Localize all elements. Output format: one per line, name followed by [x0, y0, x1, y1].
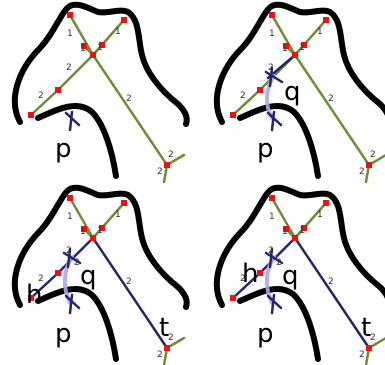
- point-label-p: p: [55, 319, 72, 349]
- edge-label: 1: [97, 226, 103, 236]
- edge-label: 2: [157, 167, 163, 177]
- panel-top-right: 1 1 1 1 2 2 2 2 2 p q: [217, 5, 385, 184]
- path-segment: [293, 236, 371, 350]
- edge-label: 1: [67, 29, 73, 39]
- edge-labels: 1 1 1 1 2 2 2 2 2: [38, 27, 174, 177]
- edge-labels: 1 1 1 1 2 2 2 2 2 2: [240, 210, 376, 360]
- probe-marker: [266, 110, 283, 132]
- edge-labels: 1 1 1 1 2 2 2 2 2 2: [38, 210, 174, 360]
- edge-label: 1: [67, 212, 73, 222]
- point-label-h: h: [26, 280, 42, 310]
- edge-label: 2: [359, 350, 365, 360]
- edge-label: 2: [370, 150, 376, 160]
- probe-marker: [264, 66, 284, 88]
- edge-label: 1: [269, 212, 275, 222]
- edge-label: 1: [299, 43, 305, 53]
- edge-label: 2: [240, 274, 246, 284]
- edge-label: 1: [317, 27, 323, 37]
- point-label-p: p: [257, 134, 274, 164]
- edge-label: 1: [115, 27, 121, 37]
- edge-label: 2: [157, 350, 163, 360]
- edge-label: 2: [370, 333, 376, 343]
- probe-marker: [64, 110, 81, 132]
- point-label-q: q: [282, 261, 299, 291]
- edge-label: 2: [328, 94, 334, 104]
- edge-label: 1: [269, 29, 275, 39]
- point-label-t: t: [361, 313, 371, 343]
- edge-label: 2: [276, 258, 282, 268]
- edge-label: 1: [80, 44, 86, 54]
- edge-label: 2: [38, 91, 44, 101]
- edge-label: 2: [168, 150, 174, 160]
- skeleton-nodes: [230, 12, 372, 168]
- path-segment: [91, 236, 169, 350]
- edge-label: 2: [359, 167, 365, 177]
- edge-label: 2: [38, 274, 44, 284]
- point-label-q: q: [284, 77, 301, 107]
- panel-bottom-left: 1 1 1 1 2 2 2 2 2 2 p q h t: [15, 188, 187, 365]
- edge-label: 2: [328, 277, 334, 287]
- probe-marker: [266, 293, 283, 315]
- edge-label: 2: [126, 277, 132, 287]
- skeleton-nodes: [28, 12, 170, 168]
- edge-label: 2: [268, 63, 274, 73]
- edge-label: 2: [66, 63, 72, 73]
- point-label-t: t: [159, 313, 169, 343]
- edge-label: 2: [268, 246, 274, 256]
- panel-top-left: 1 1 1 1 2 2 2 2 2 p: [15, 5, 187, 184]
- point-label-h: h: [242, 259, 258, 289]
- shape-outline-lower: [38, 289, 116, 359]
- edge-label: 1: [80, 227, 86, 237]
- shape-outline-lower: [240, 289, 318, 359]
- point-label-p: p: [55, 134, 72, 164]
- skeleton-tree: [29, 13, 186, 184]
- shape-outline-lower: [240, 106, 318, 176]
- edge-label: 1: [282, 44, 288, 54]
- skeleton-nodes: [230, 195, 372, 351]
- skeleton-nodes: [28, 195, 170, 351]
- point-label-q: q: [80, 261, 97, 291]
- edge-label: 1: [97, 43, 103, 53]
- edge-label: 2: [240, 91, 246, 101]
- edge-label: 1: [299, 226, 305, 236]
- edge-label: 1: [282, 227, 288, 237]
- probe-marker: [264, 247, 284, 269]
- edge-label: 1: [317, 210, 323, 220]
- point-label-p: p: [257, 319, 274, 349]
- skeleton-tree: [231, 13, 385, 184]
- probe-marker: [64, 293, 81, 315]
- probe-marker: [62, 247, 82, 269]
- edge-label: 2: [126, 94, 132, 104]
- edge-label: 2: [74, 258, 80, 268]
- panel-bottom-right: 1 1 1 1 2 2 2 2 2 2 p q h t: [217, 188, 385, 365]
- edge-label: 1: [115, 210, 121, 220]
- shape-outline-lower: [38, 106, 116, 176]
- edge-label: 2: [168, 333, 174, 343]
- edge-label: 2: [66, 246, 72, 256]
- edge-labels: 1 1 1 1 2 2 2 2 2: [240, 27, 376, 177]
